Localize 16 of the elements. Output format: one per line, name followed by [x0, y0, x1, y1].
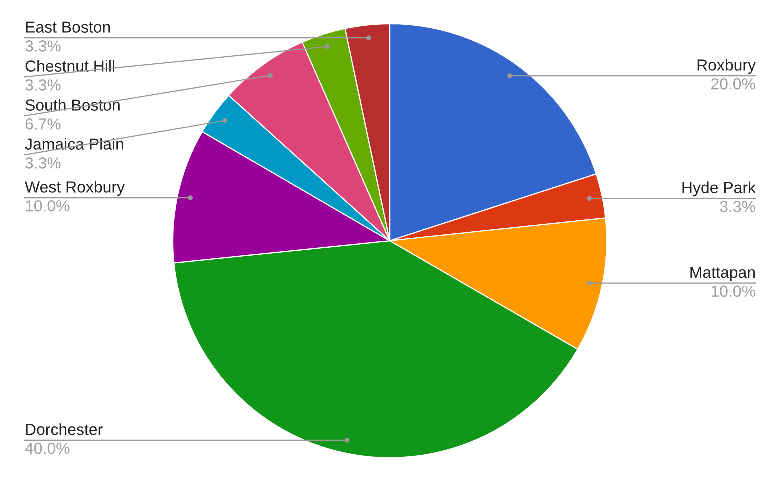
slice-label: Jamaica Plain — [25, 138, 124, 150]
slice-label: East Boston — [26, 22, 110, 33]
data-label: 3.3% — [26, 40, 61, 52]
slice-label: Hyde Park — [682, 182, 756, 197]
slice-label: Dorchester — [26, 424, 103, 436]
slice-label: Roxbury — [698, 59, 756, 74]
data-label: 3.3% — [26, 158, 61, 169]
slice-label: Mattapan — [690, 267, 755, 282]
data-label: 3.3% — [26, 80, 61, 91]
data-label: 10.0% — [712, 286, 756, 298]
slice-label: West Roxbury — [25, 181, 125, 196]
data-label: 10.0% — [26, 200, 70, 212]
data-label: 3.3% — [720, 201, 756, 212]
data-label: 6.7% — [26, 118, 61, 130]
data-label: 40.0% — [25, 442, 70, 454]
data-label: 20.0% — [712, 78, 756, 90]
